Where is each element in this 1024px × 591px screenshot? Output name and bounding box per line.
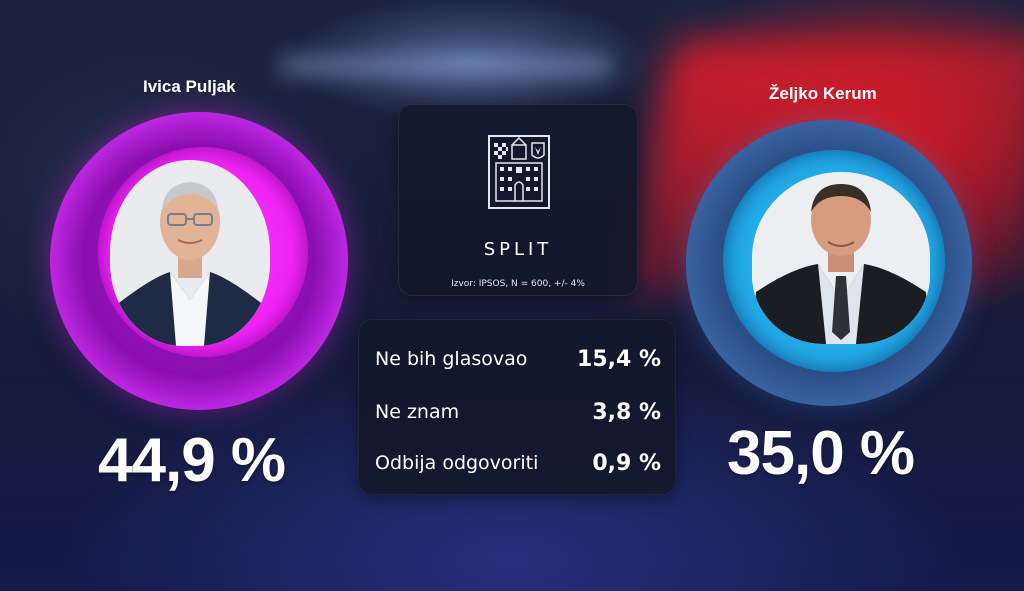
stats-card: Ne bih glasovao 15,4 % Ne znam 3,8 % Odb…: [358, 319, 676, 495]
stat-label: Odbija odgovoriti: [375, 452, 539, 474]
candidate-percent-right: 35,0 %: [727, 419, 915, 488]
background-glow: [280, 55, 610, 77]
city-card: SPLIT Izvor: IPSOS, N = 600, +/- 4%: [398, 104, 638, 296]
portrait-left-icon: [110, 160, 270, 346]
stat-row: Odbija odgovoriti 0,9 %: [375, 448, 661, 478]
candidate-name-left: Ivica Puljak: [143, 77, 236, 96]
stat-row: Ne bih glasovao 15,4 %: [375, 344, 661, 374]
candidate-percent-left: 44,9 %: [98, 426, 286, 495]
stat-value: 3,8 %: [592, 399, 661, 425]
candidate-name-right: Željko Kerum: [769, 84, 877, 103]
city-name: SPLIT: [483, 239, 553, 260]
candidate-photo-left: [110, 160, 270, 346]
stat-label: Ne znam: [375, 401, 460, 423]
stat-label: Ne bih glasovao: [375, 348, 528, 370]
portrait-right-icon: [752, 172, 930, 344]
poll-source: Izvor: IPSOS, N = 600, +/- 4%: [451, 279, 585, 289]
stat-row: Ne znam 3,8 %: [375, 397, 661, 427]
candidate-photo-right: [752, 172, 930, 344]
split-coat-of-arms-icon: [488, 135, 550, 209]
stat-value: 0,9 %: [592, 450, 661, 476]
stat-value: 15,4 %: [577, 346, 661, 372]
